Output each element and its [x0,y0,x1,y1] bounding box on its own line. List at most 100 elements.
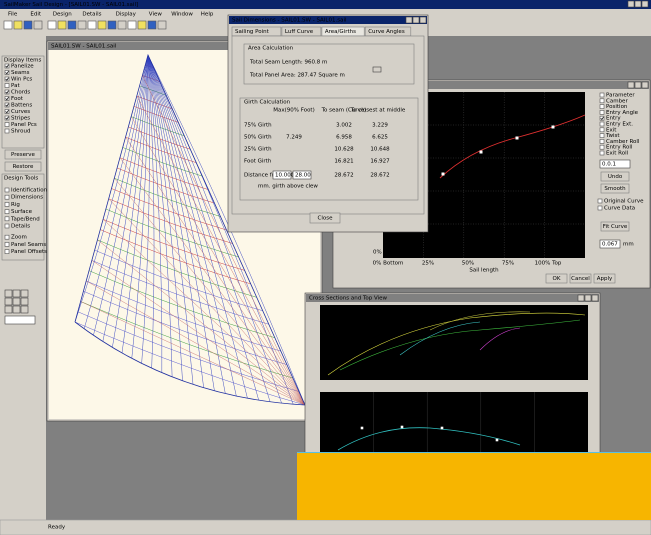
nudge-button[interactable] [20,289,29,298]
toolbar-button[interactable] [23,20,33,30]
girth-input[interactable] [272,170,292,180]
toolbar-button[interactable] [57,20,67,30]
window-button[interactable] [584,294,592,302]
checkbox[interactable] [4,102,10,108]
dialog-button-frame[interactable] [593,273,616,284]
checkbox[interactable] [4,76,10,82]
nudge-field[interactable] [4,315,36,325]
menu-item[interactable]: File [8,12,18,18]
top-view-point[interactable] [440,426,444,430]
checkbox[interactable] [599,127,605,133]
units-icon[interactable] [372,66,382,73]
toolbar-button[interactable] [127,20,137,30]
toolbar-button[interactable] [97,20,107,30]
window-button[interactable] [419,16,427,24]
window-button[interactable] [412,16,420,24]
dialog-button-frame[interactable] [569,273,592,284]
menu-item[interactable]: View [149,12,163,18]
dialog-button-frame[interactable] [545,273,568,284]
checkbox[interactable] [4,249,10,254]
window-button[interactable] [591,294,599,302]
menu-item[interactable]: Display [116,12,137,18]
nudge-button[interactable] [20,305,29,314]
toolbar-button[interactable] [87,20,97,30]
checkbox[interactable] [4,122,10,127]
toolbar-button[interactable] [3,20,13,30]
checkbox[interactable] [599,98,605,104]
top-view-point[interactable] [400,425,404,429]
panel-button-frame[interactable] [4,149,42,160]
checkbox[interactable] [4,202,10,207]
toolbar-button[interactable] [117,20,127,30]
menu-item[interactable]: Edit [30,12,41,18]
menu-item[interactable]: Help [201,12,214,18]
checkbox[interactable] [4,70,10,75]
checkbox[interactable] [4,242,10,247]
toolbar-button[interactable] [147,20,157,30]
checkbox[interactable] [4,89,10,95]
nudge-button[interactable] [4,297,13,306]
checkbox[interactable] [599,121,605,127]
param-field[interactable] [599,159,631,169]
checkbox[interactable] [599,92,605,98]
menu-item[interactable]: Details [82,12,101,18]
toolbar-button[interactable] [13,20,23,30]
graph-point[interactable] [441,172,445,176]
toolbar-button[interactable] [47,20,57,30]
smooth-button-frame[interactable] [600,183,630,194]
window-button[interactable] [627,81,635,89]
menu-item[interactable]: Design [53,12,73,18]
checkbox[interactable] [597,205,603,211]
top-view-point[interactable] [360,426,364,430]
app-window-button[interactable] [641,0,649,8]
checkbox[interactable] [599,115,605,121]
checkbox[interactable] [4,63,10,69]
nudge-button[interactable] [12,297,21,306]
window-button[interactable] [634,81,642,89]
toolbar-button[interactable] [107,20,117,30]
nudge-button[interactable] [12,305,21,314]
checkbox[interactable] [599,110,605,115]
checkbox[interactable] [4,128,10,134]
checkbox[interactable] [4,223,10,229]
checkbox[interactable] [4,209,10,214]
nudge-button[interactable] [12,289,21,298]
toolbar-button[interactable] [157,20,167,30]
checkbox[interactable] [4,216,10,222]
checkbox[interactable] [4,96,10,101]
checkbox[interactable] [4,115,10,121]
toolbar-button[interactable] [33,20,43,30]
close-button-frame[interactable] [309,212,341,224]
graph-point[interactable] [515,136,519,140]
top-view-point[interactable] [495,438,499,442]
panel-button-frame[interactable] [4,161,42,172]
checkbox[interactable] [599,104,605,109]
fit-button-frame[interactable] [600,221,630,232]
window-button[interactable] [577,294,585,302]
menu-item[interactable]: Window [171,12,193,18]
toolbar-button[interactable] [67,20,77,30]
app-window-button[interactable] [634,0,642,8]
undo-button-frame[interactable] [600,171,630,182]
app-window-button[interactable] [627,0,635,8]
toolbar-button[interactable] [137,20,147,30]
nudge-button[interactable] [4,289,13,298]
graph-point[interactable] [551,125,555,129]
tolerance-field[interactable] [599,239,621,249]
checkbox[interactable] [599,144,605,150]
checkbox[interactable] [599,133,605,138]
checkbox[interactable] [4,83,10,88]
girth-input[interactable] [292,170,312,180]
checkbox[interactable] [599,150,605,156]
checkbox[interactable] [4,234,10,240]
window-button[interactable] [641,81,649,89]
nudge-button[interactable] [20,297,29,306]
toolbar-button[interactable] [77,20,87,30]
nudge-button[interactable] [4,305,13,314]
checkbox[interactable] [4,187,10,193]
checkbox[interactable] [4,109,10,114]
checkbox[interactable] [4,194,10,200]
checkbox[interactable] [599,139,605,144]
checkbox[interactable] [597,198,603,204]
window-button[interactable] [405,16,413,24]
